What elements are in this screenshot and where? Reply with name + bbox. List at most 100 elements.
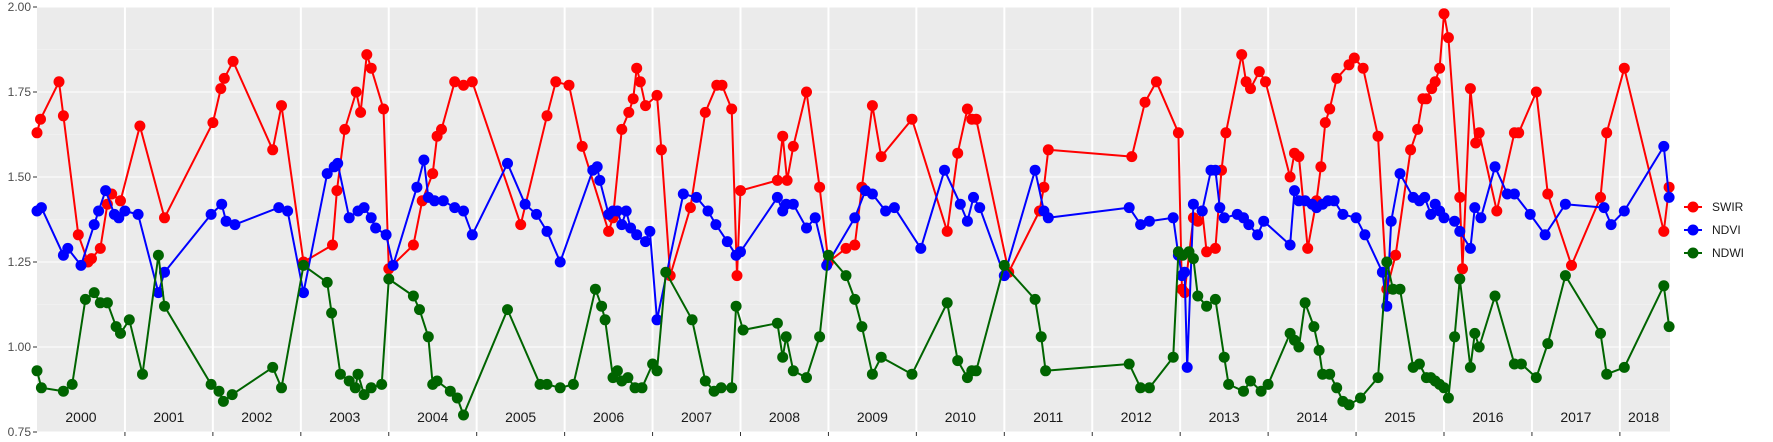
point-swir bbox=[1420, 93, 1432, 105]
year-label: 2005 bbox=[505, 409, 536, 425]
point-swir bbox=[1438, 8, 1450, 20]
point-ndwi bbox=[822, 249, 834, 261]
point-ndwi bbox=[998, 259, 1010, 271]
point-swir bbox=[1201, 246, 1213, 258]
point-ndwi bbox=[875, 351, 887, 363]
point-swir bbox=[449, 76, 461, 88]
point-ndvi bbox=[1258, 215, 1270, 227]
point-ndwi bbox=[1255, 385, 1267, 397]
point-ndvi bbox=[93, 205, 105, 217]
point-ndvi bbox=[75, 259, 87, 271]
point-ndvi bbox=[380, 229, 392, 241]
point-swir bbox=[365, 62, 377, 74]
point-ndwi bbox=[414, 304, 425, 316]
point-ndvi bbox=[1218, 212, 1230, 224]
year-label: 2000 bbox=[65, 409, 96, 425]
point-swir bbox=[1302, 242, 1314, 254]
point-ndwi bbox=[589, 283, 601, 295]
point-ndvi bbox=[1508, 188, 1520, 200]
year-label: 2008 bbox=[769, 409, 800, 425]
point-ndwi bbox=[686, 314, 698, 326]
point-swir bbox=[849, 239, 861, 251]
year-labels: 2000 2001 2002 2003 2004 2005 2006 2007 2008 2009… bbox=[65, 409, 1659, 425]
point-ndwi bbox=[1123, 358, 1135, 370]
point-ndwi bbox=[217, 395, 229, 407]
point-swir bbox=[1434, 62, 1446, 74]
point-swir bbox=[1618, 62, 1630, 74]
point-swir bbox=[716, 79, 728, 91]
point-ndwi bbox=[1515, 358, 1527, 370]
point-ndwi bbox=[383, 273, 395, 285]
point-ndvi bbox=[132, 208, 144, 220]
point-ndvi bbox=[1359, 229, 1371, 241]
point-swir bbox=[1150, 76, 1162, 88]
point-ndwi bbox=[780, 331, 792, 343]
point-ndwi bbox=[31, 365, 43, 377]
point-ndwi bbox=[941, 297, 953, 309]
point-ndvi bbox=[554, 256, 566, 268]
point-ndwi bbox=[1381, 256, 1393, 268]
point-ndwi bbox=[376, 378, 388, 390]
point-ndwi bbox=[1618, 361, 1630, 373]
point-swir bbox=[1319, 117, 1331, 129]
point-ndwi bbox=[407, 290, 419, 302]
point-swir bbox=[1236, 49, 1248, 61]
point-ndwi bbox=[1658, 280, 1670, 292]
point-ndvi bbox=[273, 202, 285, 214]
point-ndwi bbox=[1442, 392, 1454, 404]
point-ndwi bbox=[715, 382, 727, 394]
year-label: 2018 bbox=[1628, 409, 1659, 425]
point-swir bbox=[227, 55, 239, 67]
point-ndwi bbox=[1542, 338, 1554, 350]
point-swir bbox=[1470, 137, 1482, 149]
point-ndwi bbox=[1489, 290, 1501, 302]
point-ndvi bbox=[1143, 215, 1155, 227]
point-ndwi bbox=[1413, 358, 1425, 370]
point-ndwi bbox=[502, 304, 513, 316]
point-ndwi bbox=[726, 382, 738, 394]
point-ndwi bbox=[276, 382, 287, 394]
point-ndwi bbox=[159, 300, 170, 312]
point-swir bbox=[1601, 127, 1613, 139]
point-ndvi bbox=[152, 287, 164, 299]
point-ndwi bbox=[849, 293, 861, 305]
point-swir bbox=[458, 79, 469, 91]
point-ndwi bbox=[636, 382, 648, 394]
point-ndwi bbox=[1473, 341, 1485, 353]
point-swir bbox=[1390, 249, 1402, 261]
point-swir bbox=[327, 239, 338, 251]
point-swir bbox=[350, 86, 362, 98]
point-swir bbox=[787, 140, 799, 152]
point-ndwi bbox=[205, 378, 217, 390]
point-swir bbox=[541, 110, 553, 122]
point-ndwi bbox=[1454, 273, 1466, 285]
point-ndvi bbox=[915, 242, 927, 254]
point-ndvi bbox=[801, 222, 812, 234]
point-ndvi bbox=[644, 225, 656, 237]
year-label: 2017 bbox=[1560, 409, 1591, 425]
point-ndvi bbox=[1524, 208, 1536, 220]
point-swir bbox=[771, 174, 783, 186]
y-tick-label: 0.75 bbox=[8, 425, 32, 439]
point-ndwi bbox=[840, 270, 852, 282]
year-label: 2004 bbox=[417, 409, 448, 425]
point-ndvi bbox=[1475, 212, 1487, 224]
y-tick-label: 1.50 bbox=[8, 170, 32, 184]
point-swir bbox=[1658, 225, 1670, 237]
point-swir bbox=[1530, 86, 1542, 98]
point-ndwi bbox=[1040, 365, 1052, 377]
point-ndwi bbox=[321, 276, 333, 288]
point-ndvi bbox=[974, 202, 986, 214]
point-ndvi bbox=[531, 208, 542, 220]
point-ndwi bbox=[349, 382, 361, 394]
point-ndwi bbox=[1167, 351, 1179, 363]
point-ndvi bbox=[1167, 212, 1179, 224]
point-ndvi bbox=[1350, 212, 1362, 224]
point-swir bbox=[1038, 181, 1050, 193]
point-ndvi bbox=[1464, 242, 1476, 254]
y-tick-label: 1.25 bbox=[8, 255, 32, 269]
point-ndwi bbox=[88, 287, 100, 299]
point-ndwi bbox=[1143, 382, 1155, 394]
point-ndwi bbox=[1035, 331, 1047, 343]
